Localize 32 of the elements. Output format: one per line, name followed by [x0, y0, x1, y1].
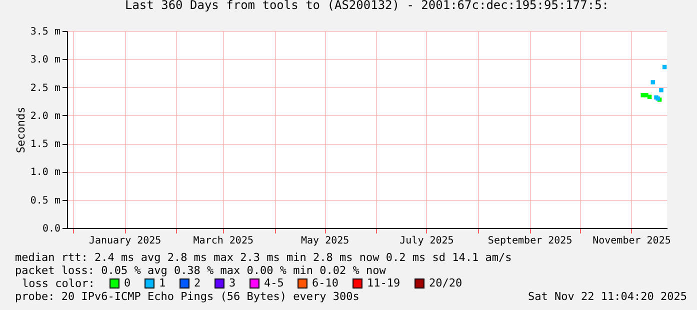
text: packet loss: 0.05 % avg 0.38 % max 0.00 % min 0.02 % now: [15, 264, 386, 277]
chart-title: Last 360 Days from tools to (AS200132) - 2001:67c:dec:195:95:177:5:: [124, 0, 610, 12]
x-tick-label: November 2025: [592, 236, 671, 246]
y-axis-title: Seconds: [14, 106, 28, 154]
legend-label: 6-10: [312, 276, 338, 290]
x-tick-label: January 2025: [88, 236, 162, 246]
text: Sat Nov 22 11:04:20 2025: [528, 290, 687, 303]
y-tick-label: 0.0: [42, 224, 60, 234]
legend-label: 20/20: [429, 276, 462, 290]
x-tick-label: May 2025: [300, 236, 350, 246]
legend-title: loss color:: [22, 277, 95, 290]
x-tick-label: July 2025: [400, 236, 454, 246]
y-tick-label: 0.5 m: [30, 195, 60, 206]
legend-label: 2: [194, 276, 201, 290]
point: [647, 94, 652, 99]
point: [650, 80, 656, 84]
y-tick-label: 3.5 m: [30, 26, 60, 38]
text: median rtt: 2.4 ms avg 2.8 ms max 2.3 ms min 2.8 ms now 0.2 ms sd 14.1 am/s: [15, 251, 512, 264]
y-tick-label: 1.5 m: [30, 139, 60, 150]
legend-label: 11-19: [367, 276, 400, 290]
legend-label: 3: [229, 276, 236, 290]
x-tick-label: March 2025: [193, 236, 254, 246]
y-tick-label: 3.0 m: [30, 54, 60, 66]
y-tick-label: 2.0 m: [30, 110, 60, 122]
legend-label: 4-5: [264, 276, 284, 290]
legend-label: 0: [124, 276, 131, 290]
y-tick-label: 2.5 m: [30, 82, 60, 94]
text: probe: 20 IPv6-ICMP Echo Pings (56 Bytes) every 300s: [15, 290, 360, 303]
x-tick-label: September 2025: [488, 236, 572, 246]
y-tick-label: 1.0 m: [30, 167, 60, 178]
legend-label: 1: [159, 276, 166, 290]
point: [659, 88, 664, 92]
